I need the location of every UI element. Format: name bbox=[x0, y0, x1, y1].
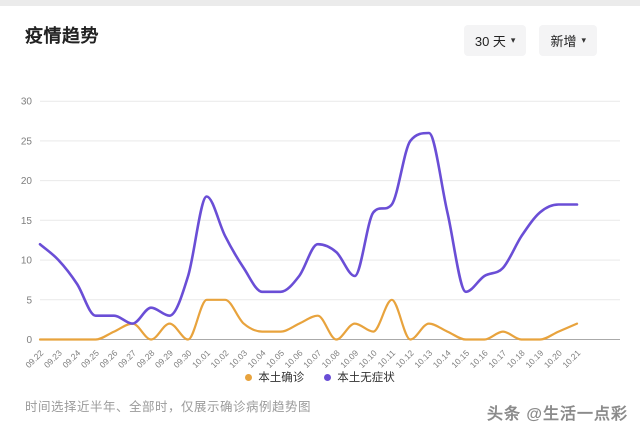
svg-text:10.02: 10.02 bbox=[208, 348, 230, 370]
svg-text:10.04: 10.04 bbox=[245, 348, 267, 370]
svg-text:09.22: 09.22 bbox=[23, 348, 45, 370]
svg-text:09.23: 09.23 bbox=[42, 348, 64, 370]
y-axis-labels: 0 5 10 15 20 25 30 bbox=[21, 97, 33, 346]
chart-legend: 本土确诊 本土无症状 bbox=[0, 369, 640, 385]
top-page-strip bbox=[0, 0, 640, 6]
time-range-dropdown-label: 30 天 bbox=[474, 34, 506, 49]
series-line-confirmed bbox=[38, 298, 579, 341]
svg-text:10.09: 10.09 bbox=[338, 348, 360, 370]
svg-text:10.17: 10.17 bbox=[486, 348, 508, 370]
svg-text:10.11: 10.11 bbox=[376, 348, 398, 370]
svg-text:10: 10 bbox=[21, 256, 33, 267]
svg-text:10.05: 10.05 bbox=[264, 348, 286, 370]
svg-text:10.07: 10.07 bbox=[301, 348, 323, 370]
stat-mode-dropdown-label: 新增 bbox=[550, 34, 577, 49]
svg-text:0: 0 bbox=[26, 335, 32, 346]
svg-text:10.14: 10.14 bbox=[431, 348, 453, 370]
svg-text:10.03: 10.03 bbox=[227, 348, 249, 370]
svg-text:10.12: 10.12 bbox=[394, 348, 416, 370]
legend-item-confirmed[interactable]: 本土确诊 bbox=[245, 369, 304, 385]
stat-mode-dropdown[interactable]: 新增 ▾ bbox=[539, 25, 597, 56]
svg-text:09.25: 09.25 bbox=[79, 348, 101, 370]
svg-text:5: 5 bbox=[26, 295, 32, 306]
watermark: 头条 @生活一点彩 bbox=[486, 406, 628, 423]
svg-text:09.27: 09.27 bbox=[116, 348, 138, 370]
svg-text:09.24: 09.24 bbox=[60, 348, 82, 370]
svg-text:10.06: 10.06 bbox=[282, 348, 304, 370]
legend-dot-asymptomatic bbox=[324, 373, 332, 381]
page-title: 疫情趋势 bbox=[25, 26, 99, 46]
time-range-dropdown[interactable]: 30 天 ▾ bbox=[463, 25, 527, 56]
trend-chart-svg: 05101520253009.2209.2309.2409.2509.2609.… bbox=[21, 97, 620, 370]
svg-text:15: 15 bbox=[21, 216, 33, 227]
legend-label-asymptomatic: 本土无症状 bbox=[337, 372, 395, 384]
svg-text:10.13: 10.13 bbox=[412, 348, 434, 370]
svg-text:10.08: 10.08 bbox=[320, 348, 342, 370]
series-line-asymptomatic bbox=[38, 131, 579, 325]
svg-text:25: 25 bbox=[21, 136, 33, 147]
svg-text:10.16: 10.16 bbox=[468, 348, 490, 370]
svg-text:10.20: 10.20 bbox=[542, 348, 564, 370]
svg-text:10.10: 10.10 bbox=[357, 348, 379, 370]
x-axis-labels: 09.2209.2309.2409.2509.2609.2709.2809.29… bbox=[23, 348, 582, 370]
svg-text:10.18: 10.18 bbox=[505, 348, 527, 370]
svg-text:10.01: 10.01 bbox=[190, 348, 212, 370]
svg-text:20: 20 bbox=[21, 176, 33, 187]
svg-text:10.19: 10.19 bbox=[523, 348, 545, 370]
legend-label-confirmed: 本土确诊 bbox=[258, 372, 305, 384]
svg-text:30: 30 bbox=[21, 97, 33, 108]
chart-footnote: 时间选择近半年、全部时，仅展示确诊病例趋势图 bbox=[25, 400, 312, 414]
trend-card: 疫情趋势 30 天 ▾ 新增 ▾ 0 5 10 15 20 25 30 09.22 09.23 0… bbox=[0, 6, 640, 429]
chevron-down-icon: ▾ bbox=[581, 35, 586, 45]
filter-dropdowns: 30 天 ▾ 新增 ▾ bbox=[463, 25, 597, 56]
chevron-down-icon: ▾ bbox=[510, 35, 516, 45]
legend-item-asymptomatic[interactable]: 本土无症状 bbox=[324, 369, 395, 385]
svg-text:10.21: 10.21 bbox=[560, 348, 582, 370]
svg-text:09.28: 09.28 bbox=[134, 348, 156, 370]
svg-text:10.15: 10.15 bbox=[449, 348, 471, 370]
svg-text:09.26: 09.26 bbox=[97, 348, 119, 370]
svg-text:09.29: 09.29 bbox=[153, 348, 175, 370]
svg-text:09.30: 09.30 bbox=[171, 348, 193, 370]
legend-dot-confirmed bbox=[245, 373, 253, 381]
trend-chart: 0 5 10 15 20 25 30 09.22 09.23 09.24 09.25 09.26 09.… bbox=[0, 91, 640, 371]
